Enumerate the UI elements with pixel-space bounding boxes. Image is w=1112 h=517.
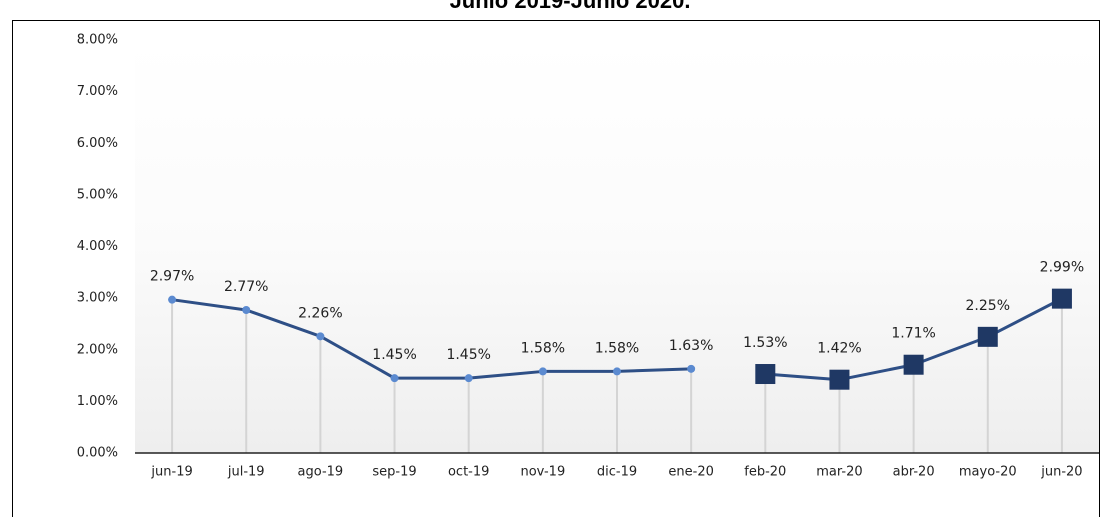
marker [242, 305, 251, 314]
data-label: 2.97% [150, 269, 194, 285]
y-tick-label: 1.00% [77, 394, 118, 409]
x-tick-label: feb-20 [744, 465, 786, 480]
marker [613, 367, 621, 376]
marker [390, 374, 399, 383]
marker [829, 369, 850, 390]
data-label: 1.45% [446, 347, 490, 363]
marker [755, 364, 776, 385]
x-tick-label: ene-20 [668, 465, 713, 480]
y-tick-label: 5.00% [77, 187, 118, 202]
x-tick-label: dic-19 [597, 465, 637, 480]
y-tick-label: 4.00% [77, 239, 118, 254]
x-tick-label: jul-19 [227, 465, 265, 480]
x-tick-label: jun-19 [150, 465, 192, 480]
y-tick-label: 8.00% [77, 33, 118, 48]
data-label: 1.53% [743, 335, 787, 351]
marker [464, 374, 473, 383]
x-tick-label: mayo-20 [959, 465, 1017, 480]
data-label: 2.25% [966, 298, 1010, 314]
marker [538, 367, 547, 376]
data-label: 1.58% [595, 340, 639, 356]
x-tick-label: nov-19 [520, 465, 565, 480]
x-tick-label: sep-19 [372, 465, 416, 480]
data-label: 2.77% [224, 279, 268, 295]
data-label: 1.58% [521, 340, 565, 356]
y-tick-label: 3.00% [77, 291, 118, 306]
marker [903, 354, 924, 375]
data-label: 1.45% [372, 347, 416, 363]
x-tick-label: ago-19 [298, 465, 344, 480]
data-label: 2.26% [298, 305, 342, 321]
x-tick-label: mar-20 [816, 465, 862, 480]
data-label: 2.99% [1040, 260, 1084, 276]
marker [687, 364, 696, 373]
y-tick-label: 6.00% [77, 136, 118, 151]
x-tick-label: jun-20 [1040, 465, 1082, 480]
series-line [171, 298, 692, 380]
y-tick-label: 0.00% [77, 446, 118, 461]
marker [977, 326, 998, 347]
marker [1051, 288, 1072, 309]
x-tick-label: abr-20 [893, 465, 935, 480]
x-tick-label: oct-19 [448, 465, 489, 480]
marker [316, 332, 325, 341]
marker [168, 295, 177, 304]
data-label: 1.42% [817, 341, 861, 357]
y-tick-label: 2.00% [77, 342, 118, 357]
data-label: 1.63% [669, 338, 713, 354]
chart-title: Junio 2019-Junio 2020. [450, 0, 691, 13]
y-tick-label: 7.00% [77, 84, 118, 99]
data-label: 1.71% [891, 326, 935, 342]
